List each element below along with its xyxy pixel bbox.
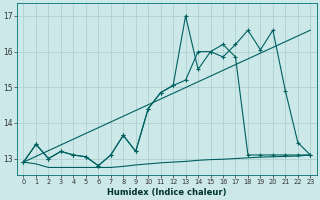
X-axis label: Humidex (Indice chaleur): Humidex (Indice chaleur) <box>107 188 227 197</box>
